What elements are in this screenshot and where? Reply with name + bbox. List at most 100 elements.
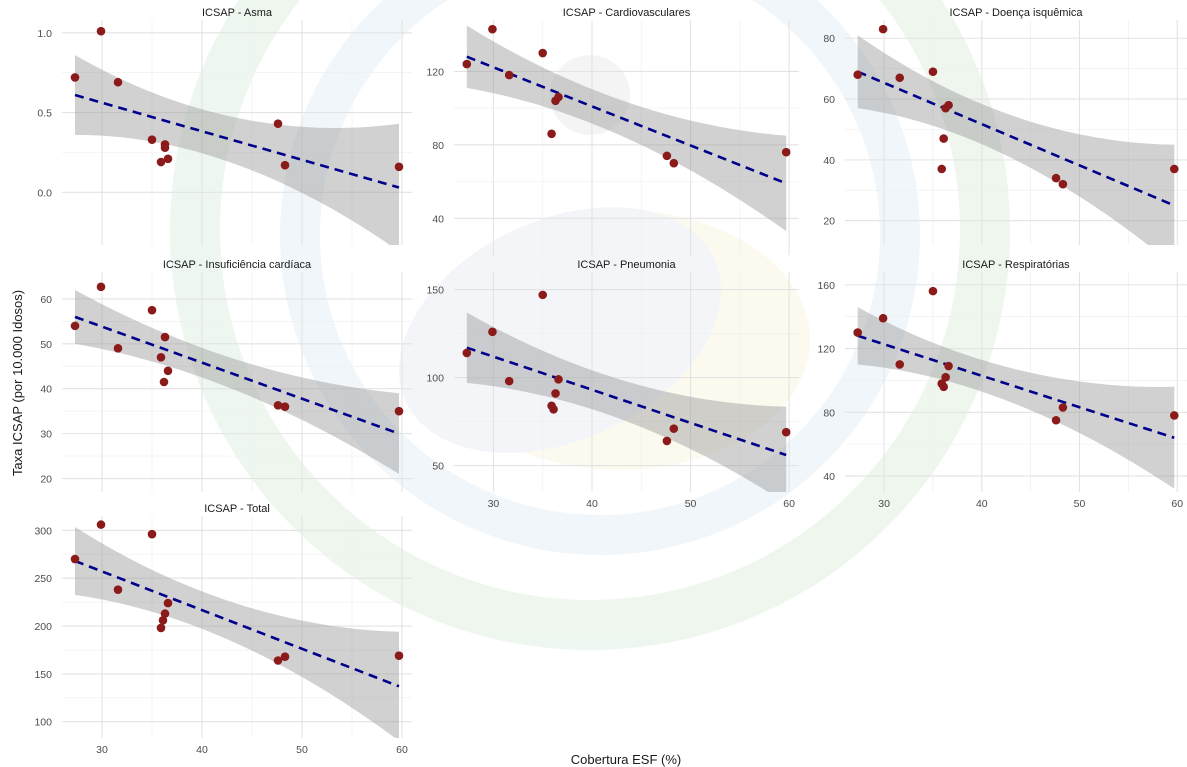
data-point <box>662 151 672 161</box>
facet-panel: 40 80 120 ICSAP - Cardiovasculares <box>426 7 799 255</box>
data-point <box>878 24 888 34</box>
facet-panel: 0.0 0.5 1.0 ICSAP - Asma <box>37 7 412 245</box>
facet-title: ICSAP - Pneumonia <box>577 259 676 271</box>
y-tick-label: 100 <box>426 373 444 385</box>
y-tick-label: 20 <box>40 474 52 486</box>
x-tick-label: 50 <box>296 744 308 756</box>
y-tick-label: 20 <box>823 216 835 228</box>
data-point <box>96 520 106 529</box>
data-point <box>781 147 791 157</box>
y-tick-label: 200 <box>34 621 52 633</box>
data-point <box>853 328 863 337</box>
data-point <box>163 154 173 164</box>
data-point <box>113 585 123 594</box>
data-point <box>895 73 905 83</box>
y-tick-label: 60 <box>40 294 52 306</box>
data-point <box>394 162 404 172</box>
background-watermark <box>170 0 1010 650</box>
y-tick-label: 80 <box>823 407 835 419</box>
y-tick-label: 40 <box>823 471 835 483</box>
data-point <box>70 321 80 331</box>
regression-line <box>857 70 1175 207</box>
data-point <box>928 286 938 296</box>
facet-title: ICSAP - Total <box>204 503 270 515</box>
data-point <box>147 305 157 315</box>
y-tick-label: 60 <box>823 94 835 106</box>
data-point <box>538 48 548 58</box>
y-tick-label: 160 <box>817 280 835 292</box>
regression-line <box>74 93 400 189</box>
facet-panel: 20 30 40 50 60 ICSAP - Insuficiência cardíaca <box>40 259 412 492</box>
confidence-band <box>75 527 399 738</box>
data-point <box>1058 403 1068 412</box>
data-point <box>1051 415 1061 425</box>
data-point <box>70 73 80 82</box>
data-point <box>147 529 157 539</box>
data-point <box>70 554 80 564</box>
facet-title: ICSAP - Cardiovasculares <box>563 7 691 19</box>
y-tick-label: 120 <box>817 344 835 356</box>
facet-panel: 40 80 120 160 30 40 50 60 ICSAP - Respiratórias <box>817 259 1187 510</box>
y-tick-label: 250 <box>34 573 52 585</box>
y-tick-label: 50 <box>40 339 52 351</box>
confidence-band <box>466 25 787 232</box>
data-point <box>1051 173 1061 183</box>
y-tick-label: 30 <box>40 429 52 441</box>
data-point <box>1169 411 1179 420</box>
data-point <box>160 143 170 152</box>
x-tick-label: 50 <box>685 498 697 510</box>
facet-title: ICSAP - Doença isquêmica <box>949 7 1083 19</box>
data-point <box>488 24 497 34</box>
x-tick-label: 40 <box>586 498 598 510</box>
data-point <box>1169 164 1179 174</box>
x-tick-label: 30 <box>96 744 108 756</box>
facet-title: ICSAP - Respiratórias <box>962 259 1070 271</box>
data-point <box>462 348 472 358</box>
data-point <box>662 436 672 446</box>
data-point <box>273 401 283 410</box>
y-axis-title: Taxa ICSAP (por 10.000 Idosos) <box>10 290 25 476</box>
x-tick-label: 30 <box>878 498 890 510</box>
data-point <box>156 157 166 167</box>
facet-title: ICSAP - Insuficiência cardíaca <box>163 259 312 271</box>
data-point <box>547 129 556 139</box>
data-point <box>156 623 166 633</box>
data-point <box>158 616 168 625</box>
confidence-band <box>75 289 399 475</box>
data-point <box>781 427 791 437</box>
x-axis-title: Cobertura ESF (%) <box>571 752 682 767</box>
data-point <box>549 404 558 414</box>
x-tick-label: 50 <box>1074 498 1086 510</box>
x-tick-label: 40 <box>976 498 988 510</box>
data-point <box>944 100 953 110</box>
y-tick-label: 80 <box>432 140 444 152</box>
data-point <box>895 360 905 369</box>
y-tick-label: 150 <box>426 285 444 297</box>
regression-line <box>857 334 1175 440</box>
regression-line <box>466 55 787 185</box>
data-point <box>504 70 514 80</box>
facet-panel: 20 40 60 80 ICSAP - Doença isquêmica <box>823 7 1187 245</box>
y-tick-label: 40 <box>432 213 444 225</box>
data-point <box>504 376 514 386</box>
facet-panel: 50 100 150 30 40 50 60 ICSAP - Pneumonia <box>426 259 799 510</box>
y-tick-label: 150 <box>34 669 52 681</box>
data-point <box>551 389 560 398</box>
data-point <box>273 119 283 129</box>
data-point <box>160 332 170 342</box>
data-point <box>394 406 404 416</box>
x-tick-label: 60 <box>396 744 408 756</box>
y-tick-label: 300 <box>34 525 52 537</box>
data-point <box>147 135 157 144</box>
confidence-band <box>75 55 399 245</box>
data-point <box>156 353 166 362</box>
data-point <box>939 134 948 143</box>
regression-line <box>466 346 787 457</box>
data-point <box>853 70 863 80</box>
y-tick-label: 0.5 <box>37 108 52 120</box>
y-tick-label: 40 <box>40 384 52 396</box>
data-point <box>928 67 938 76</box>
data-point <box>1058 179 1068 189</box>
data-point <box>113 344 123 353</box>
